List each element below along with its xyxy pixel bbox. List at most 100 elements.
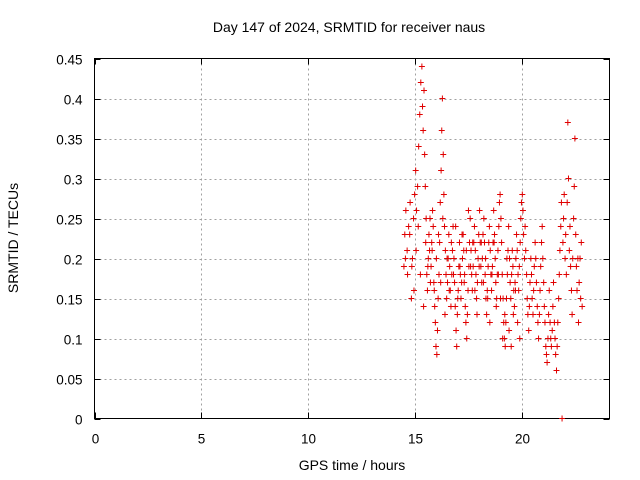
data-point [567,263,574,270]
data-point [578,239,585,246]
data-point [483,311,490,318]
data-point [552,351,559,358]
data-point [505,223,512,230]
data-point [510,311,517,318]
data-point [452,223,459,230]
data-point [515,271,522,278]
data-point [530,287,537,294]
data-point [456,239,463,246]
x-tick-label: 0 [92,432,100,447]
data-point [407,199,414,206]
data-point [572,231,579,238]
data-point [503,255,510,262]
data-point [564,199,571,206]
data-point [534,303,541,310]
data-point [535,335,542,342]
data-point [531,263,538,270]
data-point [549,303,556,310]
data-point [413,247,420,254]
data-point [575,319,582,326]
data-point [571,135,578,142]
data-point [436,239,443,246]
data-point [459,255,466,262]
data-point [467,263,474,270]
data-point [417,79,424,86]
data-point [439,95,446,102]
data-point [571,183,578,190]
data-point [482,255,489,262]
data-point [536,311,543,318]
data-point [450,271,457,278]
data-point [405,223,412,230]
data-point [478,239,485,246]
data-point [490,207,497,214]
data-point [570,215,577,222]
data-point [440,191,447,198]
data-point [576,279,583,286]
data-point [519,191,526,198]
data-point [517,239,524,246]
data-point [419,103,426,110]
y-tick-label: 0.35 [56,133,82,148]
data-points [401,64,586,422]
data-point [454,311,461,318]
data-point [546,287,553,294]
data-point [402,207,409,214]
data-point [454,295,461,302]
data-point [462,319,469,326]
data-point [448,239,455,246]
data-point [541,303,548,310]
data-point [417,271,424,278]
y-tick-label: 0.3 [64,173,83,188]
data-point [463,335,470,342]
data-point [489,263,496,270]
data-point [516,335,523,342]
data-point [526,303,533,310]
data-point [554,343,561,350]
data-point [433,351,440,358]
data-point [556,271,563,278]
data-point [521,255,528,262]
data-point [497,215,504,222]
data-point [548,343,555,350]
data-point [476,263,483,270]
data-point [413,207,420,214]
data-point [439,215,446,222]
data-point [425,231,432,238]
x-tick-label: 20 [515,432,530,447]
data-point [533,279,540,286]
data-point [529,311,536,318]
y-tick-label: 0.2 [64,253,83,268]
data-point [522,223,529,230]
data-point [453,327,460,334]
data-point [420,303,427,310]
data-point [514,247,521,254]
data-point [424,287,431,294]
data-point [482,271,489,278]
chart-title: Day 147 of 2024, SRMTID for receiver nau… [213,19,485,35]
data-point [497,191,504,198]
data-point [424,263,431,270]
y-tick-labels: 0 0.05 0.1 0.15 0.2 0.25 0.3 0.35 0.4 0.45 [56,53,83,428]
data-point [493,303,500,310]
y-tick-label: 0.4 [64,93,83,108]
data-point [559,415,566,422]
data-point [574,287,581,294]
y-tick-label: 0.15 [56,293,82,308]
data-point [529,295,536,302]
data-point [495,271,502,278]
data-point [443,271,450,278]
data-point [430,223,437,230]
data-point [463,247,470,254]
data-point [579,303,586,310]
data-point [449,247,456,254]
data-point [524,311,531,318]
data-point [435,271,442,278]
data-point [425,255,432,262]
data-point [495,223,502,230]
data-point [486,319,493,326]
data-point [553,367,560,374]
data-point [537,287,544,294]
data-point [433,255,440,262]
data-point [569,255,576,262]
